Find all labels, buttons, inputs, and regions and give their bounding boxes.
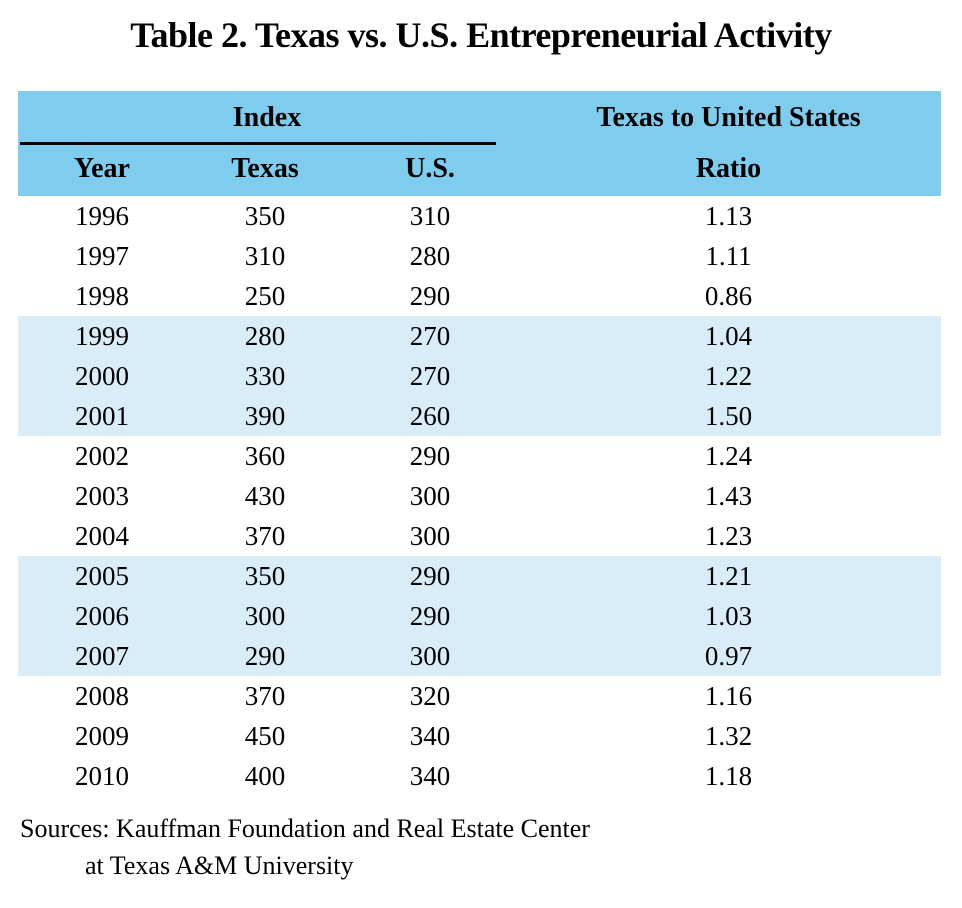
cell-ratio: 1.13 — [704, 201, 753, 231]
cell-us: 270 — [409, 321, 451, 351]
cell-ratio: 1.11 — [705, 241, 752, 271]
sources-line-2: at Texas A&M University — [85, 851, 354, 880]
cell-texas: 280 — [244, 321, 286, 351]
cell-us: 280 — [409, 241, 451, 271]
cell-texas: 310 — [244, 241, 286, 271]
sources-note: Sources: Kauffman Foundation and Real Es… — [20, 810, 590, 884]
cell-year: 2007 — [75, 641, 129, 671]
table-body: 1996 350 310 1.13 1997 310 280 1.11 1998 250 290 0.… — [18, 196, 941, 796]
cell-texas: 350 — [244, 201, 286, 231]
table-row: 1996 350 310 1.13 — [18, 196, 941, 236]
cell-us: 340 — [409, 761, 451, 791]
table-figure-page: { "title": "Table 2. Texas vs. U.S. Entr… — [0, 13, 962, 908]
cell-year: 2006 — [75, 601, 129, 631]
cell-texas: 290 — [244, 641, 286, 671]
cell-us: 320 — [409, 681, 451, 711]
column-header-texas: Texas — [231, 153, 299, 184]
cell-texas: 360 — [244, 441, 286, 471]
cell-us: 290 — [409, 561, 451, 591]
cell-year: 2008 — [75, 681, 129, 711]
cell-ratio: 1.24 — [704, 441, 753, 471]
cell-texas: 250 — [244, 281, 286, 311]
cell-us: 300 — [409, 641, 451, 671]
cell-ratio: 0.97 — [704, 641, 753, 671]
cell-texas: 450 — [244, 721, 286, 751]
column-header-us: U.S. — [405, 153, 455, 184]
cell-us: 300 — [409, 521, 451, 551]
table-row: 1997 310 280 1.11 — [18, 236, 941, 276]
cell-us: 260 — [409, 401, 451, 431]
cell-us: 300 — [409, 481, 451, 511]
cell-texas: 370 — [244, 521, 286, 551]
cell-texas: 300 — [244, 601, 286, 631]
cell-ratio: 1.22 — [704, 361, 753, 391]
index-group-rule — [20, 142, 496, 145]
table-row: 2008 370 320 1.16 — [18, 676, 941, 716]
table-row: 2007 290 300 0.97 — [18, 636, 941, 676]
cell-us: 290 — [409, 281, 451, 311]
cell-ratio: 1.50 — [704, 401, 753, 431]
index-group-header: Index — [232, 102, 302, 133]
cell-texas: 430 — [244, 481, 286, 511]
cell-year: 2000 — [75, 361, 129, 391]
cell-us: 310 — [409, 201, 451, 231]
cell-year: 2001 — [75, 401, 129, 431]
table-row: 2001 390 260 1.50 — [18, 396, 941, 436]
column-header-ratio-line2: Ratio — [695, 153, 762, 184]
sources-line-1: Sources: Kauffman Foundation and Real Es… — [20, 814, 590, 843]
cell-ratio: 1.03 — [704, 601, 753, 631]
table-row: 2002 360 290 1.24 — [18, 436, 941, 476]
cell-texas: 370 — [244, 681, 286, 711]
cell-year: 1997 — [75, 241, 129, 271]
cell-year: 2003 — [75, 481, 129, 511]
data-table: Index Year Texas U.S. Texas to United St… — [18, 91, 941, 796]
cell-us: 340 — [409, 721, 451, 751]
table-row: 2009 450 340 1.32 — [18, 716, 941, 756]
cell-us: 270 — [409, 361, 451, 391]
cell-ratio: 1.04 — [704, 321, 753, 351]
cell-ratio: 1.21 — [704, 561, 753, 591]
cell-year: 2009 — [75, 721, 129, 751]
table-header-band: Index Year Texas U.S. Texas to United St… — [18, 91, 941, 196]
cell-ratio: 1.43 — [704, 481, 753, 511]
cell-year: 1998 — [75, 281, 129, 311]
cell-ratio: 1.23 — [704, 521, 753, 551]
cell-ratio: 1.32 — [704, 721, 753, 751]
cell-year: 2004 — [75, 521, 129, 551]
cell-us: 290 — [409, 601, 451, 631]
table-row: 2003 430 300 1.43 — [18, 476, 941, 516]
table-row: 1999 280 270 1.04 — [18, 316, 941, 356]
table-row: 2010 400 340 1.18 — [18, 756, 941, 796]
cell-texas: 330 — [244, 361, 286, 391]
table-row: 2006 300 290 1.03 — [18, 596, 941, 636]
cell-texas: 390 — [244, 401, 286, 431]
cell-ratio: 1.18 — [704, 761, 753, 791]
table-row: 2005 350 290 1.21 — [18, 556, 941, 596]
cell-texas: 350 — [244, 561, 286, 591]
column-header-year: Year — [74, 153, 130, 184]
cell-ratio: 1.16 — [704, 681, 753, 711]
cell-year: 2010 — [75, 761, 129, 791]
cell-year: 1996 — [75, 201, 129, 231]
cell-ratio: 0.86 — [704, 281, 753, 311]
column-header-ratio-line1: Texas to United States — [596, 102, 861, 133]
cell-texas: 400 — [244, 761, 286, 791]
cell-year: 2002 — [75, 441, 129, 471]
cell-year: 1999 — [75, 321, 129, 351]
cell-us: 290 — [409, 441, 451, 471]
cell-year: 2005 — [75, 561, 129, 591]
table-row: 2000 330 270 1.22 — [18, 356, 941, 396]
table-row: 2004 370 300 1.23 — [18, 516, 941, 556]
table-title: Table 2. Texas vs. U.S. Entrepreneurial … — [130, 15, 832, 55]
table-row: 1998 250 290 0.86 — [18, 276, 941, 316]
